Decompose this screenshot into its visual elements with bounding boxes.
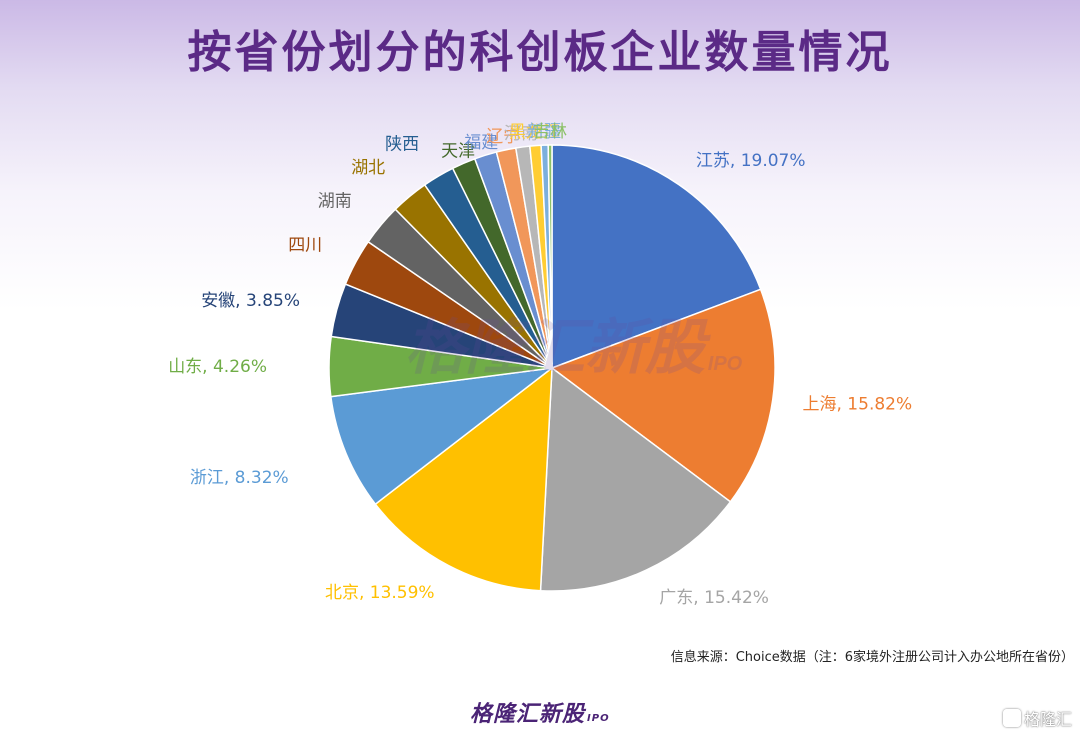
slice-label-3: 北京, 13.59% [325,583,435,603]
slice-label-11: 天津 [441,141,475,161]
pie-slice-3 [374,366,553,592]
slice-label-2: 广东, 15.42% [659,588,769,608]
center-watermark-text: 格隆汇新股 [405,314,711,381]
brand-logo-text: 格隆汇新股 [470,702,586,727]
slice-label-8: 湖南 [318,192,352,212]
slice-label-1: 上海, 15.82% [803,395,913,415]
slice-label-4: 浙江, 8.32% [190,468,289,488]
center-watermark-sub: IPO [708,353,743,375]
slice-label-14: 河南 [504,124,538,144]
pie-slice-2 [539,366,732,592]
brand-logo: 格隆汇新股 IPO [470,696,610,728]
slice-label-12: 福建 [464,133,498,153]
slice-label-10: 陕西 [385,134,419,154]
slice-label-9: 湖北 [351,158,385,178]
slice-label-16: 新疆 [527,122,561,142]
slice-label-17: 吉林 [533,122,567,142]
source-note: 信息来源：Choice数据（注：6家境外注册公司计入办公地所在省份） [670,650,1074,665]
corner-logo-icon [1002,709,1021,727]
pie-slice-17 [547,144,553,369]
chart-title: 按省份划分的科创板企业数量情况 [187,27,893,78]
slice-label-0: 江苏, 19.07% [696,151,806,171]
brand-logo-sub: IPO [587,713,610,724]
slice-label-15: 黑龙江 [509,123,560,143]
center-watermark: 格隆汇新股 IPO [405,314,743,381]
corner-watermark-text: 格隆汇 [1023,710,1072,729]
slice-label-6: 安徽, 3.85% [201,291,300,311]
slice-label-13: 辽宁 [486,127,520,147]
pie-slice-1 [550,288,776,503]
slice-label-7: 四川 [288,235,322,255]
pie-slice-0 [551,144,762,370]
pie-slice-4 [330,366,555,506]
corner-watermark: 格隆汇 [1002,706,1072,730]
slice-label-5: 山东, 4.26% [168,357,267,377]
